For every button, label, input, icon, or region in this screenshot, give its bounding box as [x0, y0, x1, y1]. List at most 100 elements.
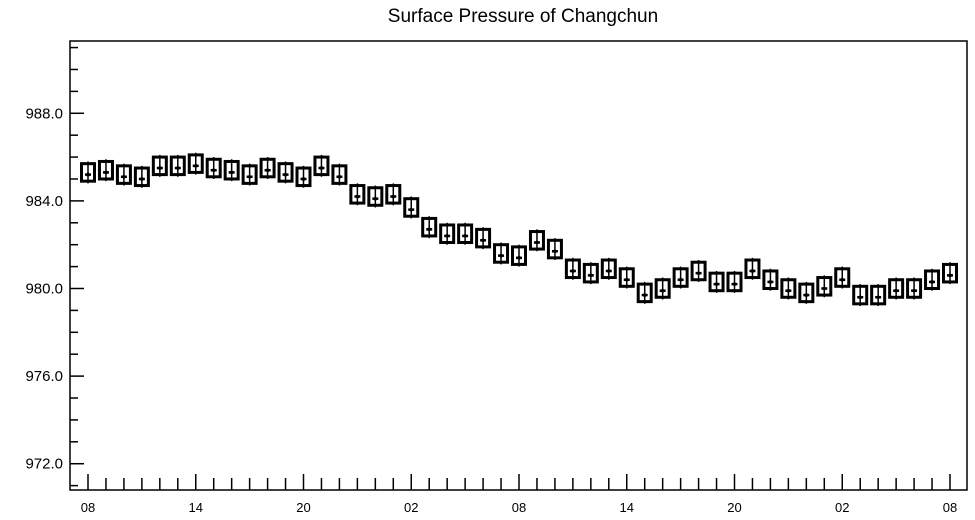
- x-tick-label: 14: [189, 500, 203, 515]
- y-tick-label: 976.0: [25, 368, 63, 385]
- x-tick-label: 20: [296, 500, 310, 515]
- box-iqr: [421, 216, 438, 238]
- x-tick-label: 02: [835, 500, 849, 515]
- box-median-dot: [499, 253, 503, 258]
- box-item: [942, 262, 958, 285]
- box-item: [169, 154, 186, 177]
- box-median-dot: [211, 168, 216, 173]
- box-median-dot: [948, 273, 952, 278]
- box-item: [457, 222, 474, 245]
- box-item: [80, 161, 96, 184]
- box-item: [313, 154, 330, 177]
- box-iqr: [493, 243, 510, 264]
- box-iqr: [331, 164, 348, 185]
- box-median-dot: [571, 269, 575, 273]
- box-median-dot: [427, 227, 432, 232]
- box-iqr: [708, 271, 725, 293]
- box-item: [151, 154, 168, 177]
- box-iqr: [259, 157, 276, 179]
- box-median-dot: [553, 249, 557, 254]
- box-median-dot: [463, 234, 467, 238]
- box-item: [816, 275, 833, 298]
- box-item: [97, 159, 114, 182]
- box-iqr: [277, 162, 294, 183]
- box-item: [385, 183, 402, 206]
- box-iqr: [97, 159, 114, 181]
- box-median-dot: [768, 280, 773, 284]
- box-iqr: [600, 258, 617, 280]
- y-tick-label: 980.0: [25, 280, 63, 297]
- box-median-dot: [858, 295, 863, 300]
- box-median-dot: [714, 282, 719, 286]
- box-item: [744, 257, 761, 280]
- boxes: [80, 152, 958, 307]
- box-item: [223, 159, 240, 182]
- box-median-dot: [517, 256, 521, 260]
- box-iqr: [528, 230, 545, 251]
- box-item: [762, 268, 779, 291]
- box-median-dot: [535, 240, 539, 245]
- box-item: [780, 277, 797, 300]
- box-median-dot: [391, 194, 396, 199]
- box-item: [133, 165, 150, 188]
- box-iqr: [223, 159, 240, 181]
- box-iqr: [115, 164, 132, 185]
- box-item: [888, 277, 905, 300]
- box-item: [349, 183, 366, 206]
- box-item: [636, 281, 653, 304]
- box-item: [834, 266, 851, 289]
- box-iqr: [834, 267, 851, 288]
- box-iqr: [888, 278, 905, 299]
- box-item: [798, 281, 815, 304]
- box-median-dot: [624, 277, 629, 282]
- box-iqr: [151, 155, 168, 177]
- box-iqr: [205, 157, 222, 179]
- box-item: [115, 163, 132, 186]
- box-iqr: [744, 258, 761, 280]
- box-median-dot: [642, 293, 647, 297]
- box-median-dot: [589, 273, 593, 278]
- plot-frame: [69, 40, 968, 491]
- box-median-dot: [301, 177, 306, 181]
- box-item: [600, 257, 617, 280]
- box-iqr: [385, 184, 402, 205]
- box-median-dot: [193, 164, 198, 168]
- box-iqr: [816, 276, 833, 297]
- box-item: [277, 161, 294, 184]
- box-item: [475, 227, 492, 250]
- box-iqr: [924, 269, 941, 290]
- box-median-dot: [229, 170, 234, 175]
- box-iqr: [169, 155, 186, 177]
- x-tick-label: 14: [620, 500, 634, 515]
- box-median-dot: [876, 295, 880, 300]
- box-iqr: [726, 271, 743, 293]
- x-tick-label: 02: [404, 500, 418, 515]
- box-iqr: [511, 245, 527, 266]
- box-item: [564, 257, 581, 280]
- box-item: [870, 284, 887, 307]
- box-median-dot: [175, 166, 180, 170]
- y-tick-label: 988.0: [25, 105, 63, 122]
- box-iqr: [457, 223, 474, 245]
- box-iqr: [475, 227, 492, 249]
- box-median-dot: [732, 282, 737, 286]
- x-tick-label: 08: [81, 500, 95, 515]
- box-item: [205, 157, 222, 179]
- box-median-dot: [696, 271, 701, 275]
- box-iqr: [403, 197, 420, 218]
- box-iqr: [133, 166, 150, 188]
- box-iqr: [295, 166, 312, 188]
- box-median-dot: [122, 174, 126, 179]
- box-iqr: [367, 186, 384, 207]
- box-median-dot: [373, 196, 378, 201]
- y-tick-label: 972.0: [25, 456, 63, 473]
- box-item: [708, 270, 725, 293]
- box-item: [259, 157, 276, 179]
- box-item: [493, 242, 510, 265]
- chart-title: Surface Pressure of Changchun: [388, 6, 658, 27]
- box-iqr: [636, 282, 653, 304]
- box-iqr: [762, 269, 779, 290]
- box-median-dot: [912, 288, 916, 293]
- box-item: [421, 216, 438, 239]
